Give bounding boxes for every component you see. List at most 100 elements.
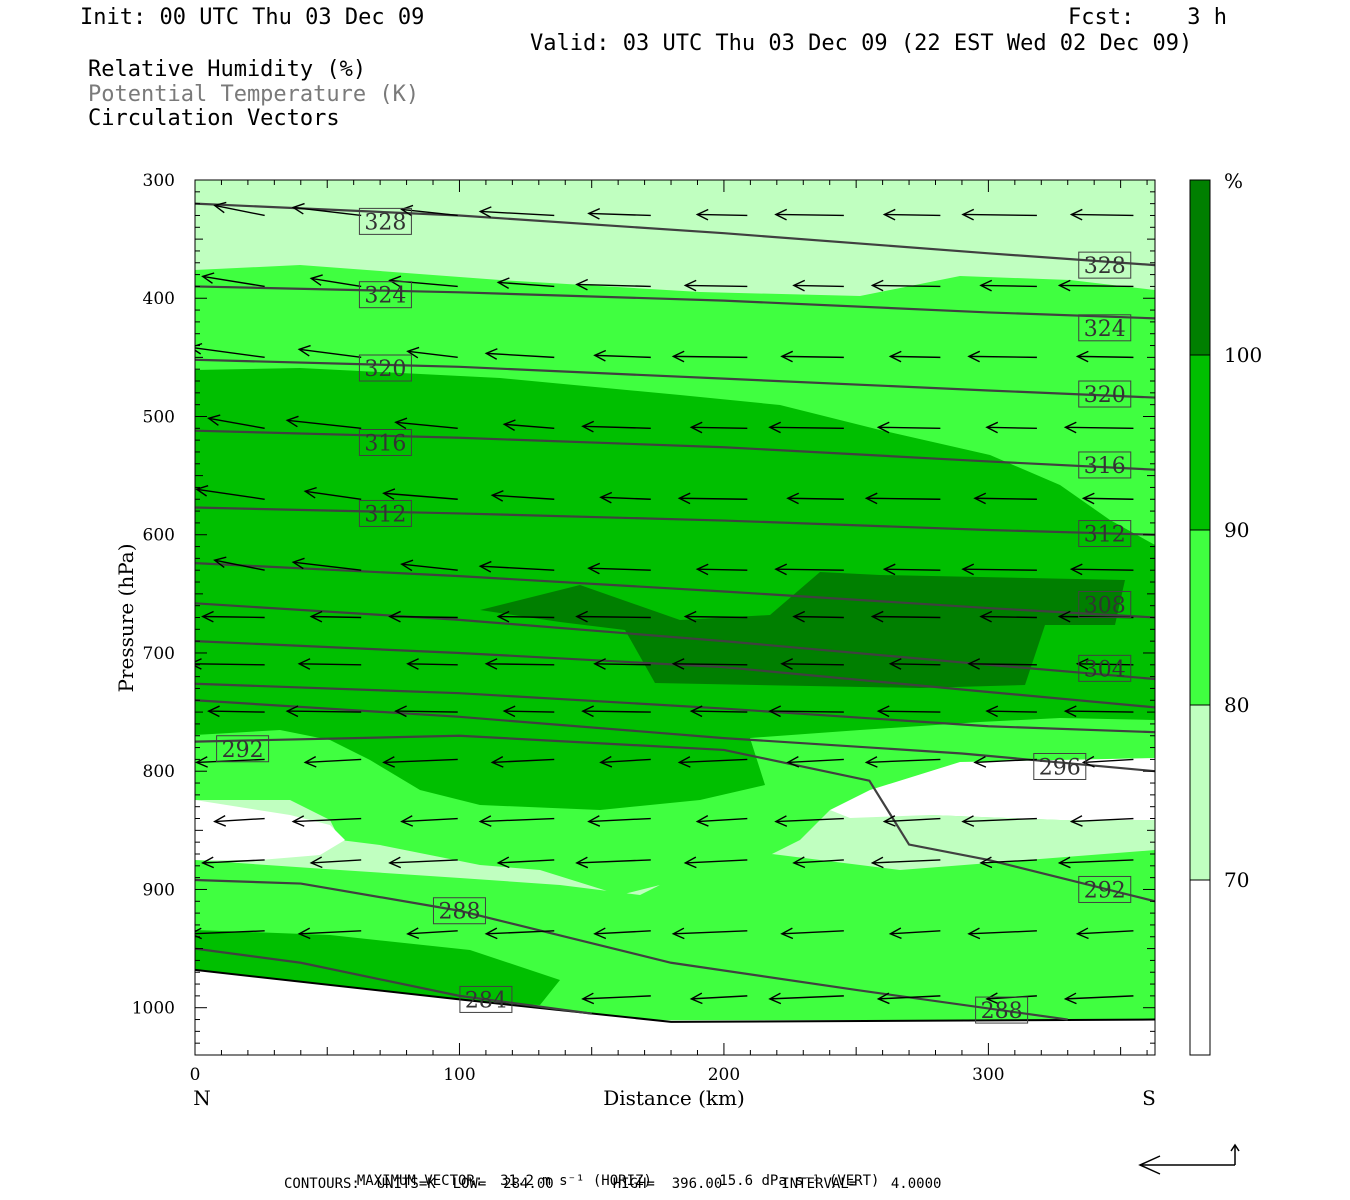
circulation-vector xyxy=(502,419,555,431)
contour-label-320: 320 xyxy=(358,354,412,382)
circulation-vector xyxy=(201,856,265,869)
circulation-vector xyxy=(786,755,844,768)
reference-vector xyxy=(1138,1143,1240,1175)
circulation-vector xyxy=(961,563,1037,576)
circulation-vector xyxy=(677,492,748,505)
circulation-vector xyxy=(581,705,651,718)
circulation-vector xyxy=(689,705,748,718)
circulation-vector xyxy=(870,856,941,869)
theta-contour-284 xyxy=(195,947,592,1015)
contour-label-320: 320 xyxy=(1078,380,1132,408)
circulation-vector xyxy=(484,658,555,670)
contour-label-328: 328 xyxy=(358,207,412,235)
theta-contour-304 xyxy=(195,602,1155,681)
circulation-vector xyxy=(382,488,458,500)
circulation-vector xyxy=(388,610,458,623)
circulation-vector xyxy=(1081,755,1134,768)
circulation-vector xyxy=(985,705,1037,718)
colorbar-segment-80 xyxy=(1190,530,1210,705)
circulation-vector xyxy=(382,756,458,768)
circulation-vector xyxy=(695,563,748,576)
circulation-vector xyxy=(1069,208,1134,221)
circulation-vector xyxy=(882,815,941,827)
circulation-vector xyxy=(303,486,362,500)
colorbar-segment-100 xyxy=(1190,180,1210,355)
svg-text:320: 320 xyxy=(364,357,406,382)
circulation-vector xyxy=(213,556,265,571)
svg-text:328: 328 xyxy=(364,210,406,235)
colorbar-label-90: 90 xyxy=(1224,518,1249,542)
svg-text:292: 292 xyxy=(222,738,264,763)
circulation-vector xyxy=(973,492,1037,505)
colorbar-label-70: 70 xyxy=(1224,868,1249,892)
circulation-vector xyxy=(394,417,458,430)
circulation-vector xyxy=(967,350,1037,363)
rh-band-100 xyxy=(480,572,1125,688)
circulation-vector xyxy=(780,927,844,940)
circulation-vector xyxy=(496,856,555,869)
circulation-vector xyxy=(599,755,651,768)
contour-info: CONTOURS: UNITS=K LOW= 284.00 HIGH= 396.… xyxy=(284,1176,942,1192)
contour-label-316: 316 xyxy=(1078,451,1132,479)
circulation-vector xyxy=(195,756,265,768)
svg-text:288: 288 xyxy=(438,900,480,925)
svg-text:316: 316 xyxy=(1084,454,1126,479)
contour-label-312: 312 xyxy=(358,499,412,527)
colorbar-segment-70 xyxy=(1190,705,1210,880)
y-tick-label: 300 xyxy=(143,171,175,191)
circulation-vector xyxy=(400,559,458,572)
circulation-vector xyxy=(593,927,651,940)
circulation-vector xyxy=(888,927,941,940)
circulation-vector xyxy=(768,421,844,434)
colorbar-segment-90 xyxy=(1190,355,1210,530)
y-tick-label: 600 xyxy=(143,526,175,546)
circulation-vector xyxy=(406,927,458,940)
theta-contour-292 xyxy=(195,734,1155,903)
x-tick-label: 200 xyxy=(708,1065,740,1085)
legend-relative-humidity: Relative Humidity (%) xyxy=(88,57,367,82)
circulation-vector xyxy=(689,421,748,434)
theta-contour-312 xyxy=(195,506,1155,536)
circulation-vector xyxy=(882,563,941,576)
axes-ticks xyxy=(194,179,1155,1056)
theta-contour-288 xyxy=(195,878,1068,1021)
circulation-vector xyxy=(961,815,1037,827)
svg-text:312: 312 xyxy=(1084,523,1126,548)
circulation-vector xyxy=(406,346,458,359)
rh-colorbar: % 100 90 80 70 xyxy=(1189,169,1262,1056)
circulation-vector xyxy=(979,279,1037,292)
y-tick-label: 400 xyxy=(143,289,175,309)
circulation-vector xyxy=(780,658,844,670)
circulation-vector xyxy=(695,815,748,827)
theta-contour-8 xyxy=(195,682,1155,734)
contour-label-284: 284 xyxy=(459,985,513,1013)
circulation-vector xyxy=(297,658,362,670)
circulation-vector xyxy=(792,610,844,623)
circulation-vector xyxy=(1063,421,1134,434)
svg-text:316: 316 xyxy=(364,432,406,457)
colorbar-label-100: 100 xyxy=(1224,343,1262,367)
colorbar-segment-below-70 xyxy=(1190,880,1210,1055)
circulation-vector xyxy=(496,277,555,290)
init-time: Init: 00 UTC Thu 03 Dec 09 xyxy=(80,5,425,30)
max-vector-line: MAXIMUM VECTOR: 31.2 m s⁻¹ (HORIZ) 15.6 … xyxy=(340,1157,880,1189)
x-tick-label: 0 xyxy=(190,1065,201,1085)
circulation-vector xyxy=(876,992,941,1005)
axes-tick-labels: 0 100 200 300 300 400 500 600 700 800 900 1000 xyxy=(132,171,1005,1085)
circulation-vector xyxy=(297,344,362,359)
circulation-vector xyxy=(309,610,362,623)
circulation-vector xyxy=(581,992,651,1005)
circulation-vector xyxy=(575,856,651,869)
circulation-vector xyxy=(870,610,941,623)
y-tick-label: 1000 xyxy=(132,999,175,1019)
theta-contour-320 xyxy=(195,358,1155,399)
circulation-vector xyxy=(587,815,651,827)
circulation-vector xyxy=(587,207,651,220)
y-tick-label: 900 xyxy=(143,880,175,900)
valid-time: Valid: 03 UTC Thu 03 Dec 09 (22 EST Wed … xyxy=(530,31,1193,56)
contour-label-328: 328 xyxy=(1078,251,1132,279)
contour-label-292: 292 xyxy=(1078,875,1132,903)
circulation-vector xyxy=(394,705,458,718)
circulation-vector xyxy=(774,815,844,827)
